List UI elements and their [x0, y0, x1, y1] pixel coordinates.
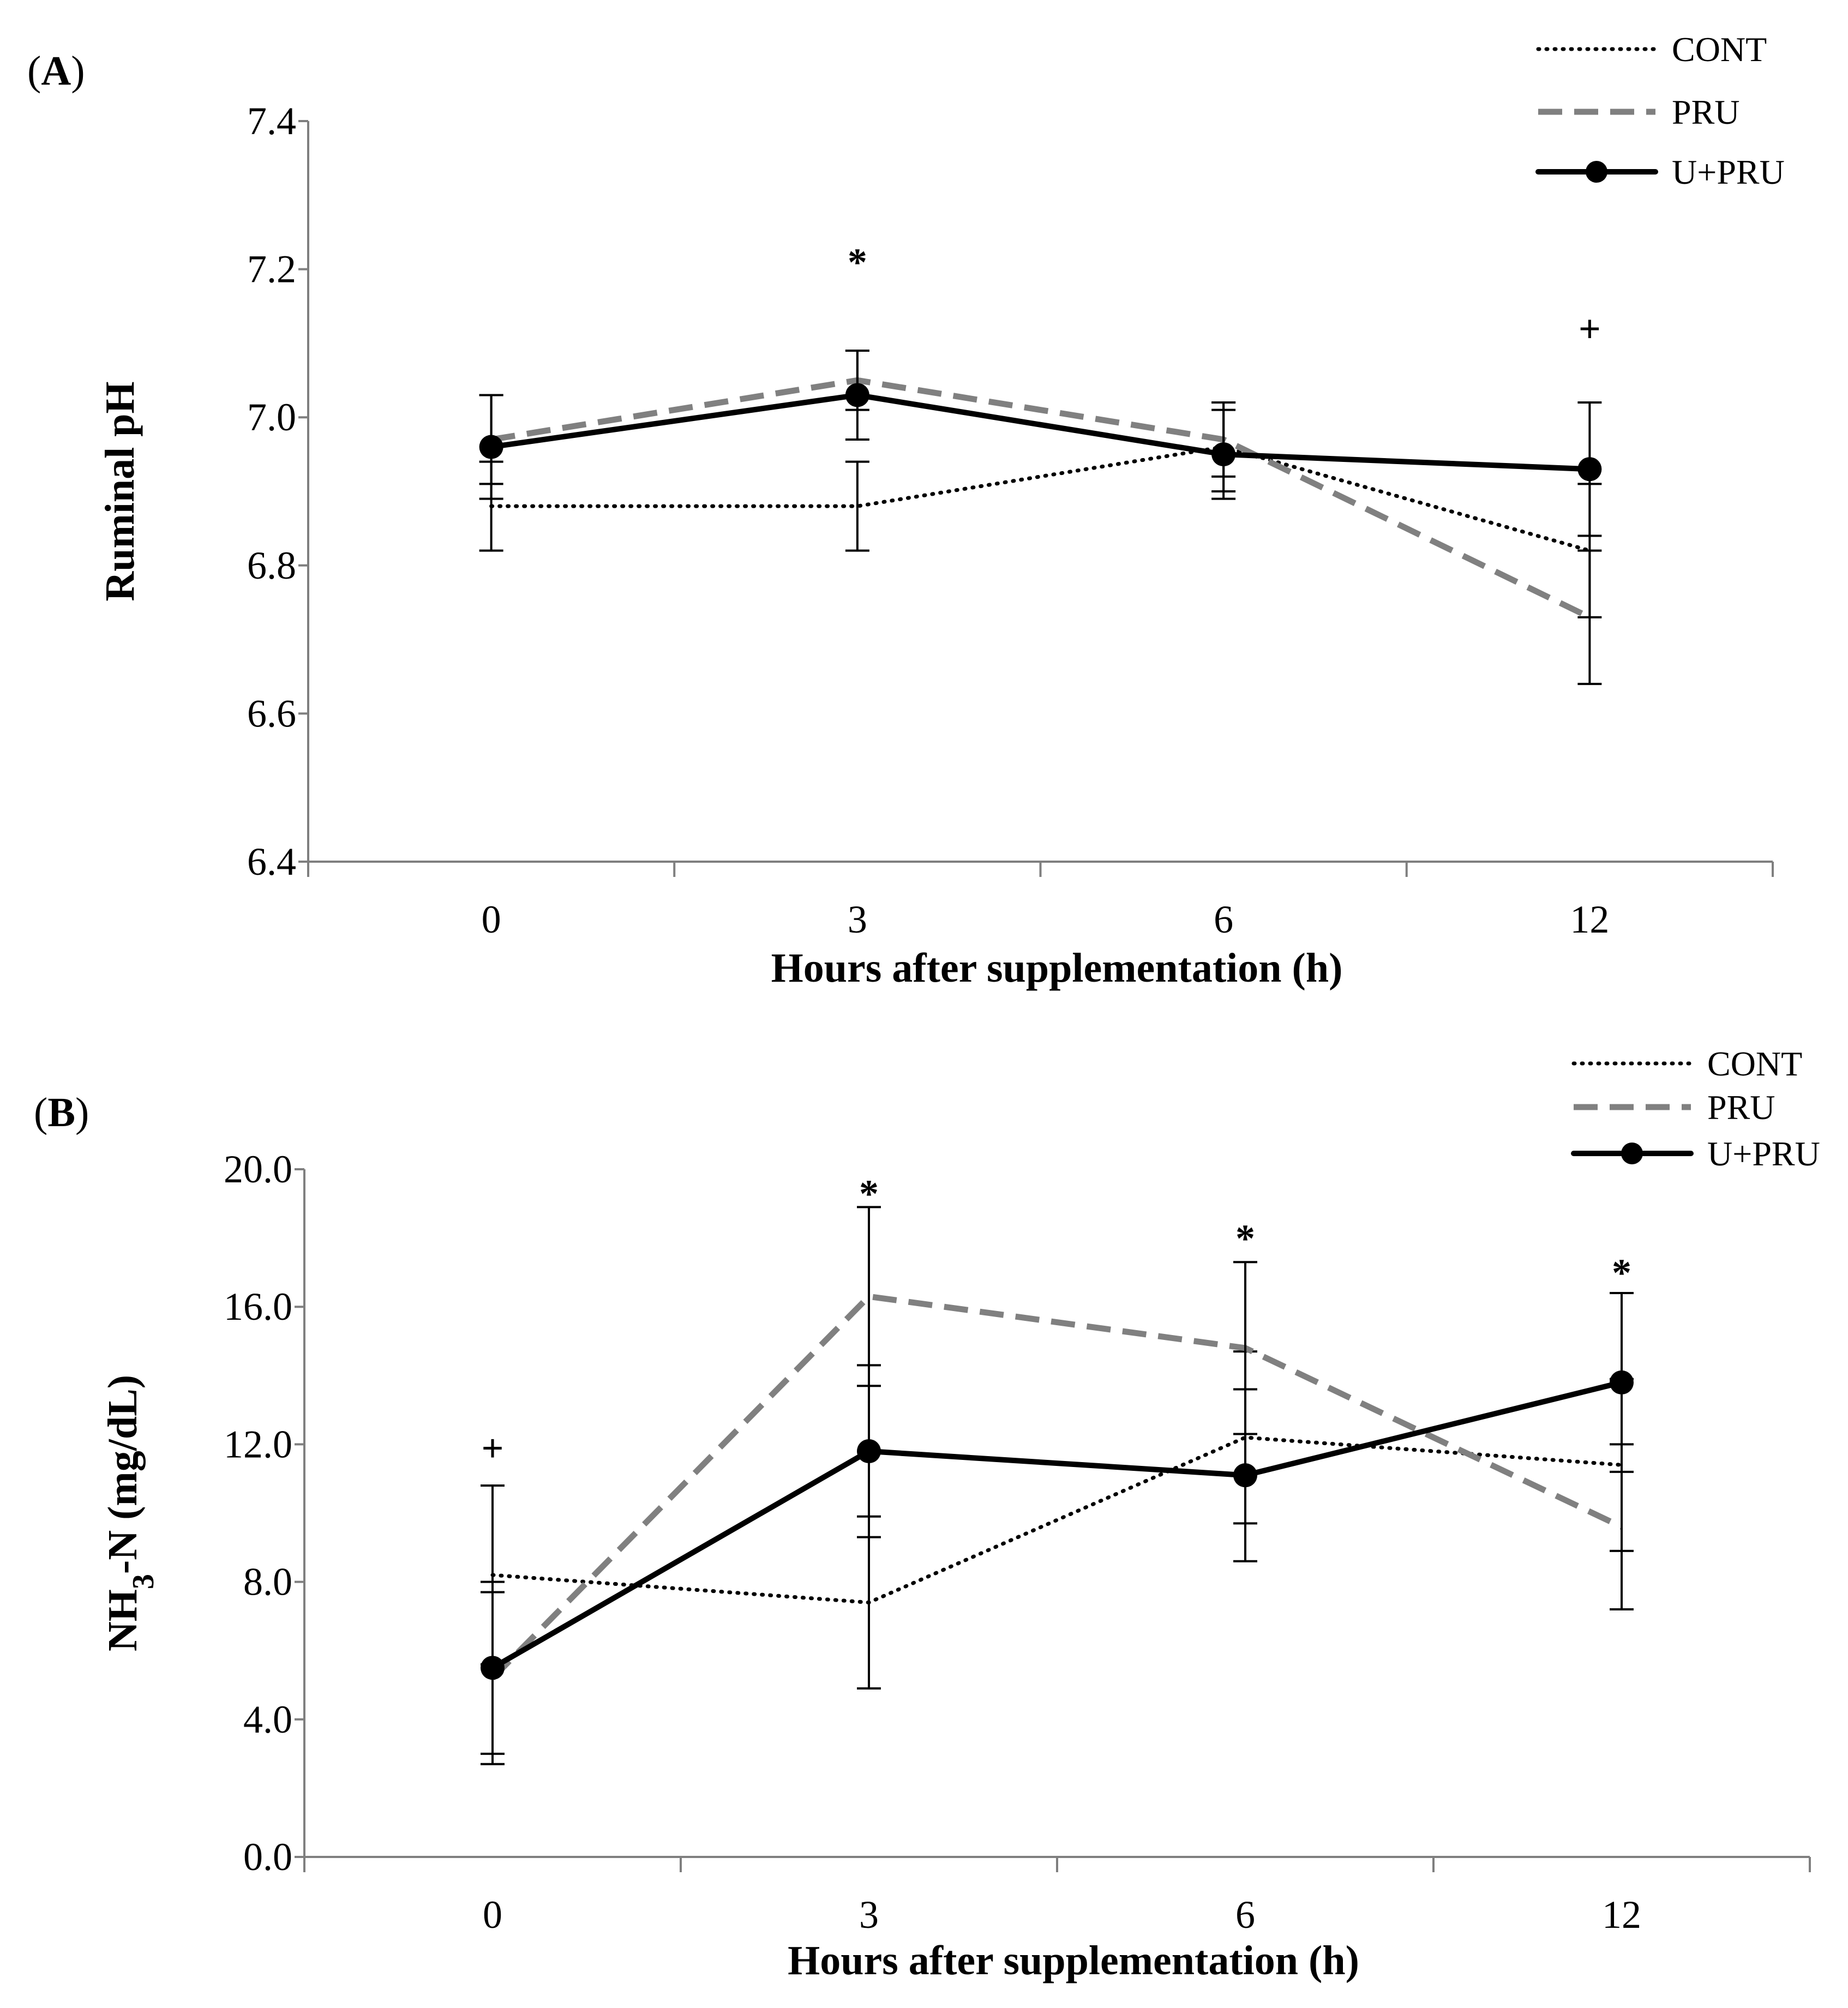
legend-marker	[1586, 161, 1607, 183]
legend-label: CONT	[1707, 1044, 1802, 1083]
series-line-pru	[490, 377, 1591, 620]
significance-marker: +	[481, 1427, 503, 1470]
x-tick-label: 12	[1602, 1893, 1641, 1937]
panel-b-chart: (B) 0.0 4.0 8.0 12.0 16.0 20.0 0 3 6 12 Hours after…	[34, 1044, 1820, 1983]
data-point	[845, 383, 869, 407]
legend-entry: PRU	[1538, 93, 1740, 131]
x-axis-title: Hours after supplementation (h)	[788, 1938, 1359, 1983]
series-line-u-pru	[488, 392, 1593, 472]
legend-entry: U+PRU	[1535, 153, 1785, 191]
y-tick-label: 7.4	[247, 99, 296, 143]
x-tick-label: 0	[483, 1893, 502, 1937]
data-point	[1233, 1463, 1257, 1488]
legend-marker	[1621, 1143, 1643, 1164]
y-tick-label: 6.4	[247, 840, 296, 883]
y-axis-title: NH3-N (mg/dL)	[100, 1375, 160, 1651]
x-tick-label: 12	[1570, 898, 1609, 941]
y-tick-label: 7.2	[247, 248, 296, 291]
x-tick-label: 3	[848, 898, 867, 941]
significance-marker: *	[1612, 1251, 1631, 1295]
data-point	[857, 1439, 881, 1464]
legend-label: CONT	[1672, 30, 1767, 69]
significance-marker: +	[1579, 307, 1601, 351]
x-tick-label: 3	[859, 1893, 879, 1937]
y-tick-label: 4.0	[243, 1698, 292, 1741]
y-tick-label: 6.6	[247, 692, 296, 735]
data-point	[479, 435, 503, 459]
x-tick-label: 6	[1214, 898, 1233, 941]
data-point	[481, 1656, 505, 1680]
y-tick-label: 6.8	[247, 544, 296, 587]
legend-entry: CONT	[1536, 30, 1767, 69]
data-point	[1577, 457, 1602, 482]
series-line-cont	[489, 445, 1592, 553]
significance-marker: *	[848, 241, 867, 284]
legend-label: U+PRU	[1672, 153, 1785, 191]
significance-marker: *	[859, 1172, 879, 1216]
y-tick-label: 12.0	[224, 1422, 292, 1466]
panel-label: (A)	[27, 48, 85, 94]
significance-marker: *	[1235, 1217, 1255, 1260]
y-tick-label: 0.0	[243, 1835, 292, 1879]
legend-label: U+PRU	[1707, 1134, 1820, 1173]
y-tick-label: 7.0	[247, 395, 296, 439]
legend-label: PRU	[1707, 1088, 1775, 1127]
x-tick-label: 6	[1235, 1893, 1255, 1937]
series-line-u-pru	[490, 1379, 1624, 1671]
legend-label: PRU	[1672, 93, 1740, 131]
x-tick-label: 0	[482, 898, 501, 941]
panel-label: (B)	[34, 1090, 89, 1135]
series-line-cont	[490, 1435, 1624, 1604]
x-axis-title: Hours after supplementation (h)	[771, 945, 1343, 991]
legend-entry: PRU	[1574, 1088, 1775, 1127]
y-tick-label: 20.0	[224, 1147, 292, 1191]
data-point	[1610, 1370, 1634, 1394]
legend-entry: U+PRU	[1571, 1134, 1820, 1173]
series-line-pru	[490, 1293, 1623, 1681]
panel-a-chart: (A) 6.4 6.6 6.8 7.0 7.2 7.4 0 3 6 12 Hours after su…	[27, 30, 1785, 991]
legend-entry: CONT	[1571, 1044, 1802, 1083]
y-tick-label: 16.0	[224, 1285, 292, 1328]
y-tick-label: 8.0	[243, 1560, 292, 1604]
data-point	[1211, 442, 1236, 467]
y-axis-title: Ruminal pH	[97, 381, 143, 601]
